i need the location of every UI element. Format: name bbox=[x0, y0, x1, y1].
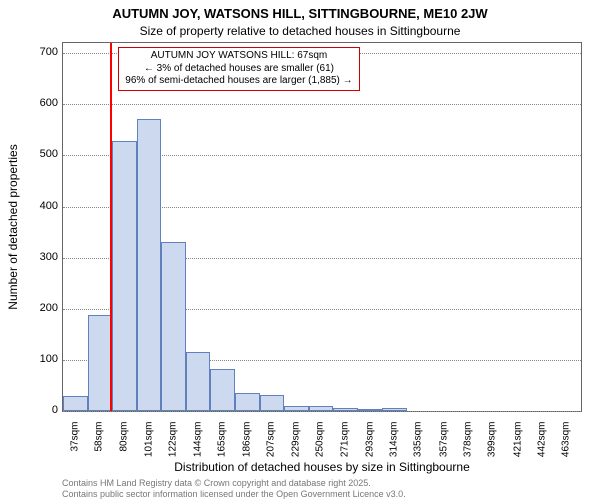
plot-area: AUTUMN JOY WATSONS HILL: 67sqm← 3% of de… bbox=[62, 42, 582, 412]
chart-container: AUTUMN JOY, WATSONS HILL, SITTINGBOURNE,… bbox=[0, 0, 600, 500]
y-tick-label: 700 bbox=[14, 46, 58, 58]
gridline bbox=[63, 411, 581, 412]
x-tick-label: 101sqm bbox=[143, 422, 154, 472]
x-tick-label: 229sqm bbox=[291, 422, 302, 472]
x-tick-label: 463sqm bbox=[561, 422, 572, 472]
x-tick-label: 37sqm bbox=[69, 422, 80, 472]
y-tick-label: 0 bbox=[14, 404, 58, 416]
annotation-line: AUTUMN JOY WATSONS HILL: 67sqm bbox=[125, 50, 352, 63]
y-tick-label: 400 bbox=[14, 200, 58, 212]
histogram-bar bbox=[186, 352, 211, 411]
chart-title-line2: Size of property relative to detached ho… bbox=[0, 24, 600, 38]
x-tick-label: 207sqm bbox=[265, 422, 276, 472]
footer-line2: Contains public sector information licen… bbox=[62, 489, 406, 499]
x-tick-label: 357sqm bbox=[438, 422, 449, 472]
x-tick-label: 122sqm bbox=[167, 422, 178, 472]
x-tick-label: 293sqm bbox=[365, 422, 376, 472]
histogram-bar bbox=[333, 408, 358, 411]
y-tick-label: 500 bbox=[14, 148, 58, 160]
x-tick-label: 144sqm bbox=[193, 422, 204, 472]
histogram-bar bbox=[63, 396, 88, 411]
x-tick-label: 80sqm bbox=[119, 422, 130, 472]
histogram-bar bbox=[161, 242, 186, 411]
histogram-bar bbox=[88, 315, 113, 411]
histogram-bar bbox=[284, 406, 309, 411]
y-tick-label: 200 bbox=[14, 302, 58, 314]
y-axis-label: Number of detached properties bbox=[6, 144, 20, 309]
histogram-bar bbox=[358, 409, 383, 411]
annotation-box: AUTUMN JOY WATSONS HILL: 67sqm← 3% of de… bbox=[118, 47, 359, 91]
gridline bbox=[63, 104, 581, 105]
x-tick-label: 165sqm bbox=[217, 422, 228, 472]
y-tick-label: 100 bbox=[14, 353, 58, 365]
histogram-bar bbox=[210, 369, 235, 411]
histogram-bar bbox=[382, 408, 407, 411]
histogram-bar bbox=[309, 406, 334, 411]
x-tick-label: 271sqm bbox=[339, 422, 350, 472]
histogram-bar bbox=[260, 395, 285, 411]
x-tick-label: 250sqm bbox=[315, 422, 326, 472]
x-tick-label: 378sqm bbox=[463, 422, 474, 472]
histogram-bar bbox=[112, 141, 137, 411]
y-tick-label: 300 bbox=[14, 251, 58, 263]
x-tick-label: 58sqm bbox=[93, 422, 104, 472]
annotation-line: ← 3% of detached houses are smaller (61) bbox=[125, 63, 352, 76]
y-tick-label: 600 bbox=[14, 97, 58, 109]
x-tick-label: 335sqm bbox=[413, 422, 424, 472]
chart-title-line1: AUTUMN JOY, WATSONS HILL, SITTINGBOURNE,… bbox=[0, 6, 600, 21]
reference-line bbox=[110, 43, 112, 411]
x-tick-label: 186sqm bbox=[241, 422, 252, 472]
histogram-bar bbox=[235, 393, 260, 411]
x-tick-label: 314sqm bbox=[389, 422, 400, 472]
x-tick-label: 442sqm bbox=[536, 422, 547, 472]
x-tick-label: 399sqm bbox=[487, 422, 498, 472]
x-tick-label: 421sqm bbox=[512, 422, 523, 472]
footer-line1: Contains HM Land Registry data © Crown c… bbox=[62, 478, 371, 488]
histogram-bar bbox=[137, 119, 162, 411]
annotation-line: 96% of semi-detached houses are larger (… bbox=[125, 75, 352, 88]
